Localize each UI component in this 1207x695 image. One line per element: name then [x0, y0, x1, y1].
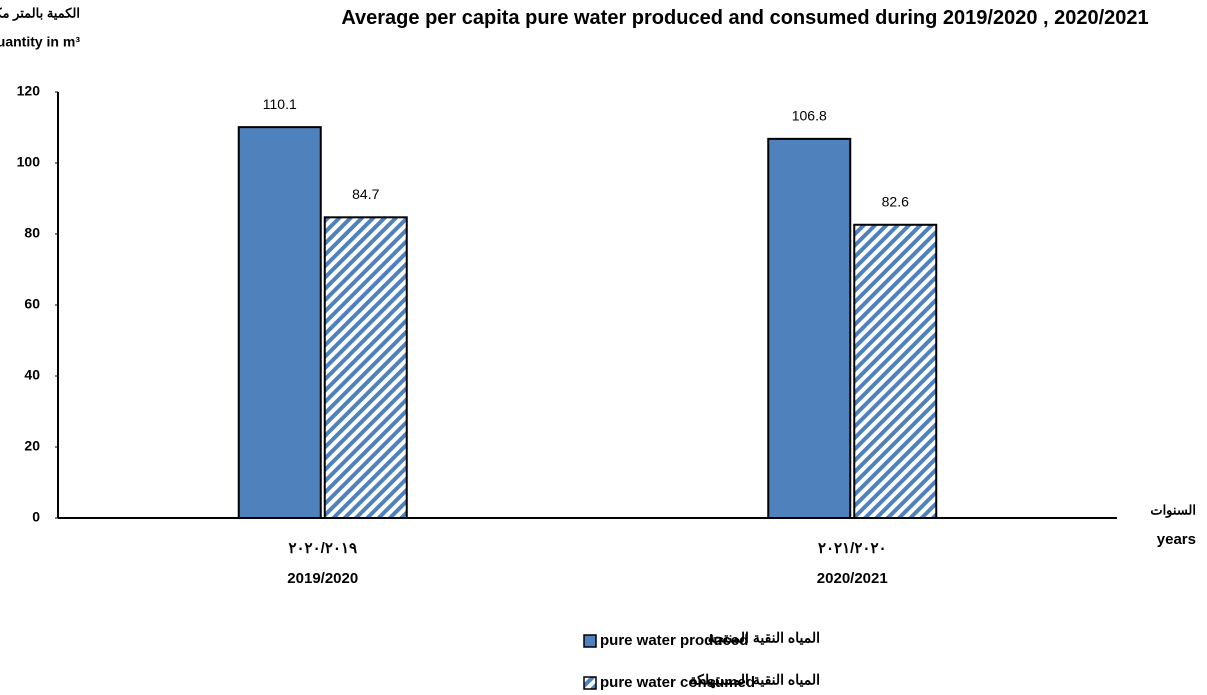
legend-swatch: [583, 634, 597, 648]
bar: [767, 137, 852, 520]
y-axis-label-ar: الكمية بالمتر مكعب: [0, 5, 80, 21]
y-tick-label: 100: [17, 154, 41, 170]
legend-label: pure water produced: [600, 632, 748, 649]
y-tick-label: 0: [32, 509, 40, 525]
y-tick-label: 20: [24, 438, 40, 454]
value-label: 106.8: [792, 108, 827, 124]
bar: [237, 126, 322, 520]
value-label: 82.6: [882, 193, 909, 209]
chart-title: Average per capita pure water produced a…: [341, 7, 1149, 29]
y-axis-label: Quantity in m³: [0, 34, 80, 50]
bar: [323, 216, 408, 519]
y-tick-label: 80: [24, 225, 40, 241]
y-tick-label: 60: [24, 296, 40, 312]
legend-swatch: [583, 676, 597, 690]
bar: [853, 223, 938, 520]
legend-label: pure water consumed: [600, 674, 755, 691]
x-axis-label-ar: السنوات: [1150, 502, 1196, 518]
x-tick-label: 2019/2020: [287, 570, 358, 587]
value-label: 84.7: [352, 186, 379, 202]
value-label: 110.1: [263, 96, 297, 112]
y-tick-label: 120: [17, 83, 41, 99]
y-tick-label: 40: [24, 367, 40, 383]
x-tick-label: 2020/2021: [817, 570, 888, 587]
legend-label-ar: المياه النقية المستهلكة: [690, 672, 820, 689]
x-tick-label-ar: ٢٠٢٠/٢٠١٩: [288, 540, 357, 557]
legend-label-ar: المياه النقية المنتجة: [708, 630, 820, 646]
x-axis-label: years: [1157, 531, 1196, 548]
x-tick-label-ar: ٢٠٢١/٢٠٢٠: [818, 540, 887, 557]
